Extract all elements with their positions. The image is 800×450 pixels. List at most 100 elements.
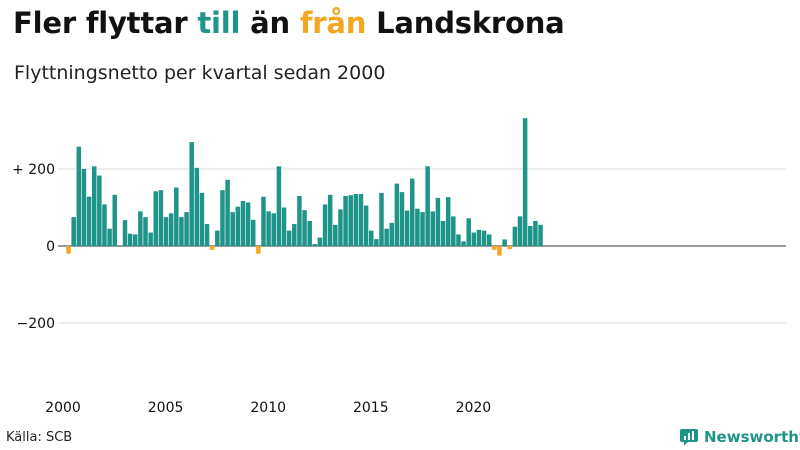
bar [445, 197, 451, 246]
bar [379, 192, 384, 246]
bar [338, 209, 343, 246]
bar [251, 219, 256, 246]
source-note: Källa: SCB [6, 430, 73, 445]
bar [461, 241, 466, 246]
bar [97, 175, 102, 246]
bar [317, 237, 323, 246]
bar [420, 212, 425, 246]
bar [358, 194, 364, 246]
title-part-1: Fler flyttar [13, 6, 198, 40]
bar [451, 216, 456, 246]
x-tick-label: 2005 [148, 400, 184, 416]
bar [184, 212, 189, 246]
brand-logo[interactable]: Newsworthy [679, 427, 800, 447]
bar [363, 205, 369, 246]
bar [466, 218, 471, 246]
bar [343, 195, 348, 246]
bar [374, 239, 379, 246]
bar [107, 228, 112, 246]
bar [209, 246, 215, 250]
bar [230, 212, 235, 246]
bar [168, 213, 174, 246]
chart-title: Fler flyttar till än från Landskrona [13, 6, 565, 40]
bar [302, 210, 307, 246]
bar [102, 204, 107, 246]
bar [430, 211, 436, 246]
bar [112, 194, 117, 246]
bar [66, 246, 71, 254]
bar [276, 166, 282, 246]
bar [122, 220, 128, 246]
bar [225, 179, 230, 246]
bar [512, 226, 518, 246]
brand-name: Newsworthy [704, 428, 800, 446]
bar [507, 246, 512, 250]
bar [528, 225, 533, 246]
bars [66, 118, 543, 256]
bar [143, 217, 148, 247]
bar [533, 220, 538, 246]
bar [261, 196, 266, 246]
bar [158, 190, 164, 246]
bar [492, 246, 497, 250]
bar [481, 230, 487, 246]
bar [148, 232, 153, 246]
bar [404, 210, 410, 246]
bar [312, 244, 318, 246]
newsworthy-logo-icon [680, 429, 698, 446]
bar [415, 208, 420, 246]
x-axis-ticks: 2000 2005 2010 2015 2020 [45, 400, 491, 416]
bar [538, 224, 543, 246]
bar [497, 246, 502, 256]
bar [502, 239, 507, 246]
title-part-3: än [240, 6, 300, 40]
bar [456, 234, 461, 246]
bar [240, 200, 246, 246]
bar [476, 229, 482, 246]
title-highlight-to: till [197, 6, 241, 40]
bar [281, 207, 287, 246]
y-tick-label: + 200 [12, 162, 55, 178]
bar [399, 192, 405, 246]
title-highlight-from: från [299, 6, 367, 40]
bar [322, 204, 328, 246]
bar [199, 192, 205, 246]
bar [189, 142, 194, 246]
x-tick-label: 2010 [250, 400, 286, 416]
bar [127, 233, 133, 246]
bar [138, 211, 143, 246]
bar [394, 183, 400, 246]
bar [368, 230, 374, 246]
bar [286, 230, 292, 246]
bar [353, 194, 359, 246]
bar [327, 194, 333, 246]
bar [86, 196, 92, 246]
bar [256, 246, 261, 254]
bar [174, 187, 179, 246]
bar [486, 234, 492, 246]
bar [81, 169, 87, 246]
bar [517, 216, 523, 246]
bar [348, 195, 353, 246]
bar [204, 224, 210, 246]
bar [91, 166, 97, 246]
bar [297, 195, 302, 246]
y-tick-label: 0 [46, 239, 55, 255]
bar [410, 178, 415, 247]
bar [245, 202, 251, 246]
bar [76, 146, 82, 246]
bar-chart: −200 0 + 200 2000 2005 2010 2015 2020 [12, 118, 786, 416]
bar [435, 197, 441, 247]
bar [307, 220, 312, 246]
y-tick-label: −200 [17, 316, 55, 332]
x-tick-label: 2015 [353, 400, 389, 416]
bar [389, 222, 394, 246]
bar [266, 211, 271, 246]
bar [133, 234, 138, 246]
bar [425, 166, 430, 246]
x-tick-label: 2000 [45, 400, 81, 416]
bar [220, 190, 225, 246]
y-axis-ticks: −200 0 + 200 [12, 162, 55, 332]
bar [71, 217, 76, 247]
bar [471, 232, 477, 246]
